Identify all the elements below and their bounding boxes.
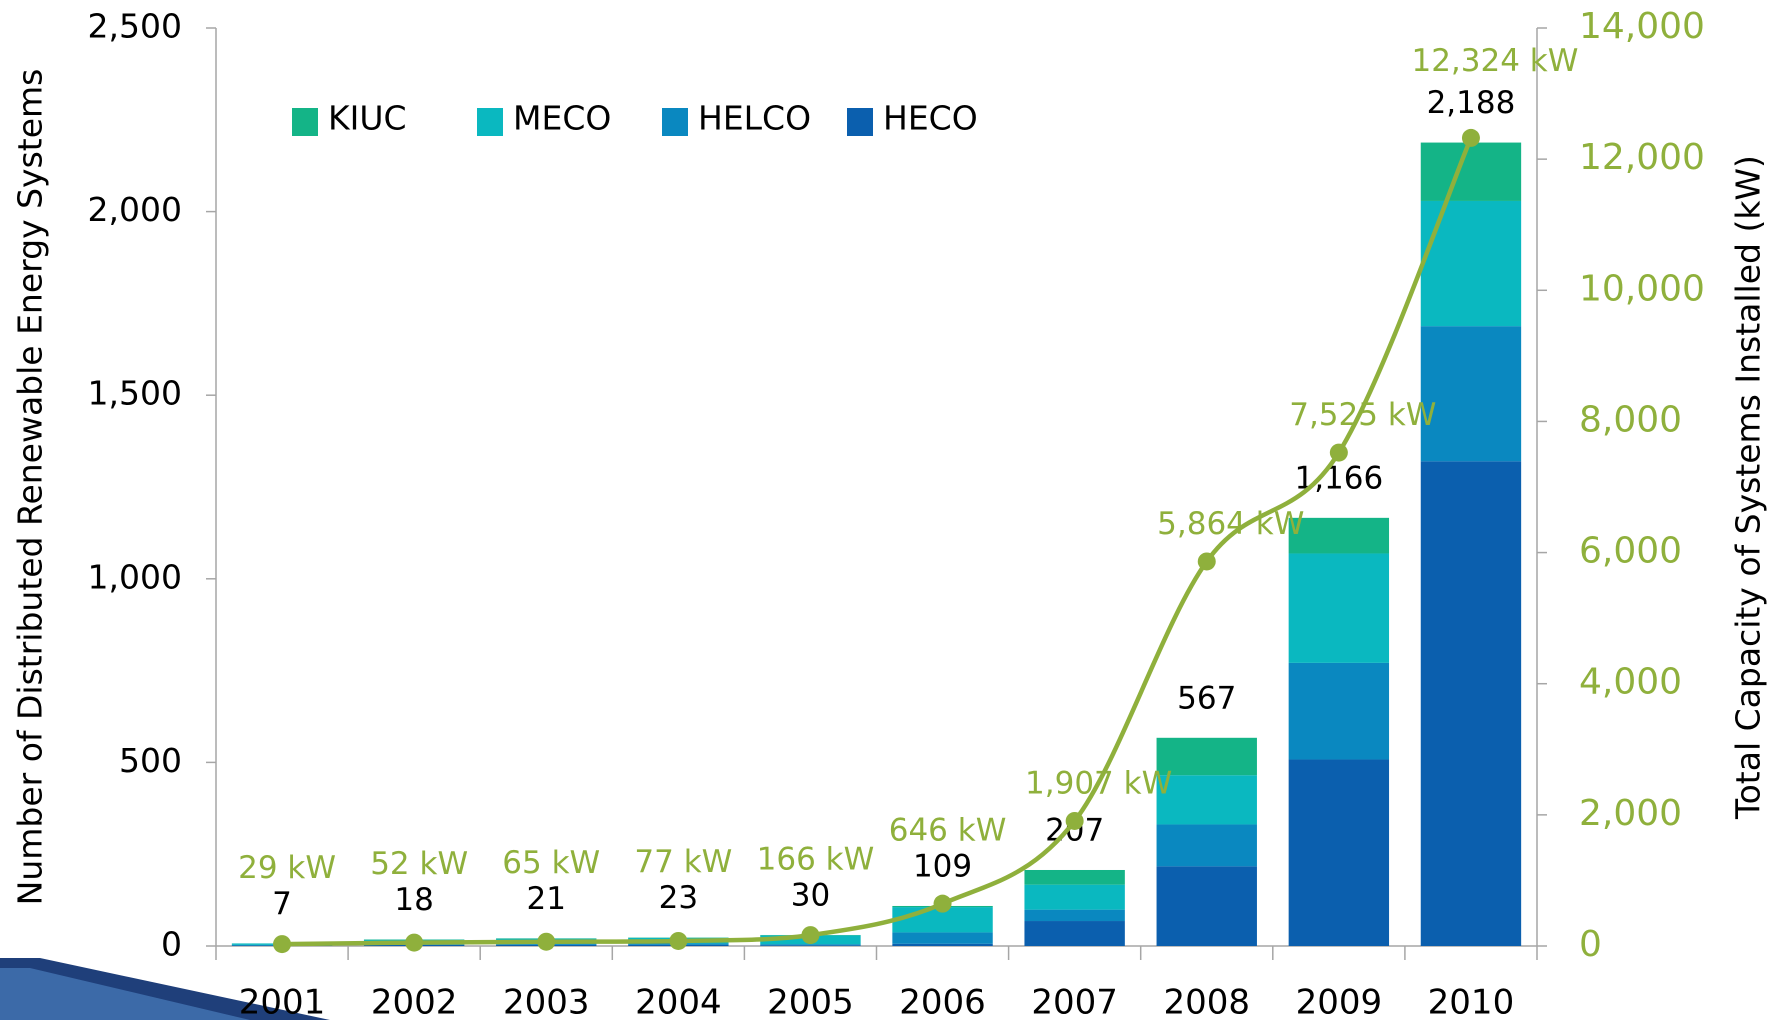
y-tick-label: 2,000 <box>88 190 182 229</box>
bar-segment <box>1421 461 1521 946</box>
bar-segment <box>1157 824 1257 866</box>
y2-tick-label: 4,000 <box>1579 662 1682 703</box>
x-tick-label: 2005 <box>767 983 854 1020</box>
y-tick-label: 1,500 <box>88 374 182 413</box>
line-point <box>934 895 952 913</box>
bar-segment <box>760 945 860 946</box>
line-point <box>537 933 555 951</box>
bar-segment <box>1157 866 1257 946</box>
line-point <box>405 934 423 952</box>
total-label: 7 <box>272 886 292 922</box>
y2-tick-label: 12,000 <box>1579 137 1705 178</box>
bar-segment <box>1024 870 1124 885</box>
y-tick-label: 1,000 <box>88 557 182 596</box>
total-label: 21 <box>527 881 566 917</box>
legend-label: HELCO <box>698 99 811 138</box>
legend-label: KIUC <box>328 99 407 138</box>
line-point <box>1462 129 1480 147</box>
total-label: 23 <box>659 880 698 916</box>
line-point <box>1330 444 1348 462</box>
y-tick-label: 500 <box>119 741 182 780</box>
total-label: 2,188 <box>1427 85 1516 121</box>
line-value-label: 29 kW <box>238 850 336 886</box>
line-point <box>273 935 291 953</box>
line-value-label: 12,324 kW <box>1411 43 1578 79</box>
legend-label: HECO <box>883 99 978 138</box>
y-tick-label: 0 <box>161 925 182 964</box>
chart: Number of Distributed Renewable Energy S… <box>0 0 1781 1020</box>
y2-tick-label: 8,000 <box>1579 399 1682 440</box>
bar-segment <box>892 932 992 943</box>
y2-axis-title: Total Capacity of Systems Installed (kW) <box>1729 155 1768 820</box>
total-label: 109 <box>913 848 972 884</box>
y2-tick-label: 14,000 <box>1579 6 1705 47</box>
line-value-label: 52 kW <box>370 846 468 882</box>
x-tick-label: 2008 <box>1163 983 1250 1020</box>
total-label: 30 <box>791 877 830 913</box>
line-point <box>801 926 819 944</box>
bar-segment <box>1421 143 1521 201</box>
bar-segment <box>892 944 992 946</box>
bar-segment <box>1289 553 1389 662</box>
y2-tick-label: 6,000 <box>1579 531 1682 572</box>
bar-segment <box>1024 910 1124 921</box>
y2-tick-label: 0 <box>1579 924 1602 965</box>
line-value-label: 5,864 kW <box>1157 506 1304 542</box>
bar-segment <box>1289 663 1389 760</box>
legend-swatch <box>477 108 503 136</box>
y2-tick-label: 2,000 <box>1579 793 1682 834</box>
y-tick-label: 2,500 <box>88 7 182 46</box>
line-point <box>1066 812 1084 830</box>
legend-label: MECO <box>513 99 611 138</box>
bar-segment <box>1024 885 1124 910</box>
x-tick-label: 2002 <box>371 983 458 1020</box>
bar-segment <box>1421 201 1521 326</box>
legend-swatch <box>847 108 873 136</box>
line-value-label: 646 kW <box>889 812 1007 848</box>
x-tick-label: 2009 <box>1296 983 1383 1020</box>
y-axis-title: Number of Distributed Renewable Energy S… <box>11 69 50 906</box>
x-tick-label: 2004 <box>635 983 722 1020</box>
bar-segment <box>760 944 860 945</box>
line-value-label: 77 kW <box>634 844 732 880</box>
x-tick-label: 2003 <box>503 983 590 1020</box>
legend-swatch <box>292 108 318 136</box>
bar-segment <box>1421 326 1521 461</box>
line-value-label: 65 kW <box>502 845 600 881</box>
y2-tick-label: 10,000 <box>1579 268 1705 309</box>
bar-segment <box>1024 921 1124 946</box>
x-tick-label: 2010 <box>1428 983 1515 1020</box>
x-tick-label: 2001 <box>239 983 326 1020</box>
line-point <box>1198 552 1216 570</box>
x-tick-label: 2006 <box>899 983 986 1020</box>
x-tick-label: 2007 <box>1031 983 1118 1020</box>
line-point <box>669 932 687 950</box>
line-value-label: 1,907 kW <box>1025 765 1172 801</box>
legend-swatch <box>662 108 688 136</box>
bar-segment <box>1289 759 1389 946</box>
line-value-label: 166 kW <box>757 841 875 877</box>
line-value-label: 7,525 kW <box>1289 397 1436 433</box>
total-label: 567 <box>1177 680 1236 716</box>
decoration <box>0 968 250 1020</box>
total-label: 18 <box>394 882 433 918</box>
